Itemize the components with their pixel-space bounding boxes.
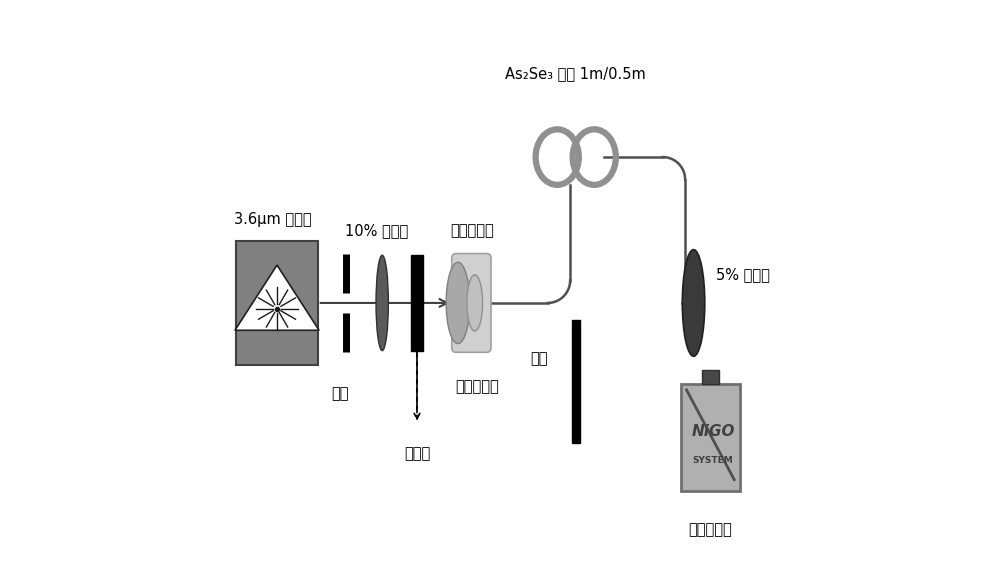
Text: SYSTEM: SYSTEM <box>693 456 734 465</box>
FancyBboxPatch shape <box>452 254 491 352</box>
Bar <box>236 241 318 365</box>
Text: 光电探测器: 光电探测器 <box>688 522 732 537</box>
Bar <box>702 370 719 384</box>
Ellipse shape <box>467 275 483 331</box>
Text: As₂Se₃ 光纤 1m/0.5m: As₂Se₃ 光纤 1m/0.5m <box>505 66 646 81</box>
Text: 光閑: 光閑 <box>331 386 349 401</box>
Text: 挡板: 挡板 <box>530 352 548 366</box>
Text: 5% 滤光片: 5% 滤光片 <box>716 268 770 282</box>
Ellipse shape <box>446 263 470 343</box>
Bar <box>411 255 423 351</box>
Text: NiGO: NiGO <box>691 425 735 439</box>
Ellipse shape <box>682 250 705 356</box>
Ellipse shape <box>376 255 388 351</box>
Text: 三维平移台: 三维平移台 <box>456 379 499 394</box>
Text: 能量计: 能量计 <box>404 446 430 461</box>
Bar <box>572 320 580 443</box>
Text: 10% 滤光片: 10% 滤光片 <box>345 223 408 238</box>
Polygon shape <box>235 265 319 330</box>
Text: 光纤耦合器: 光纤耦合器 <box>450 223 494 238</box>
Bar <box>681 384 740 491</box>
Text: 3.6μm 激光器: 3.6μm 激光器 <box>234 212 311 227</box>
